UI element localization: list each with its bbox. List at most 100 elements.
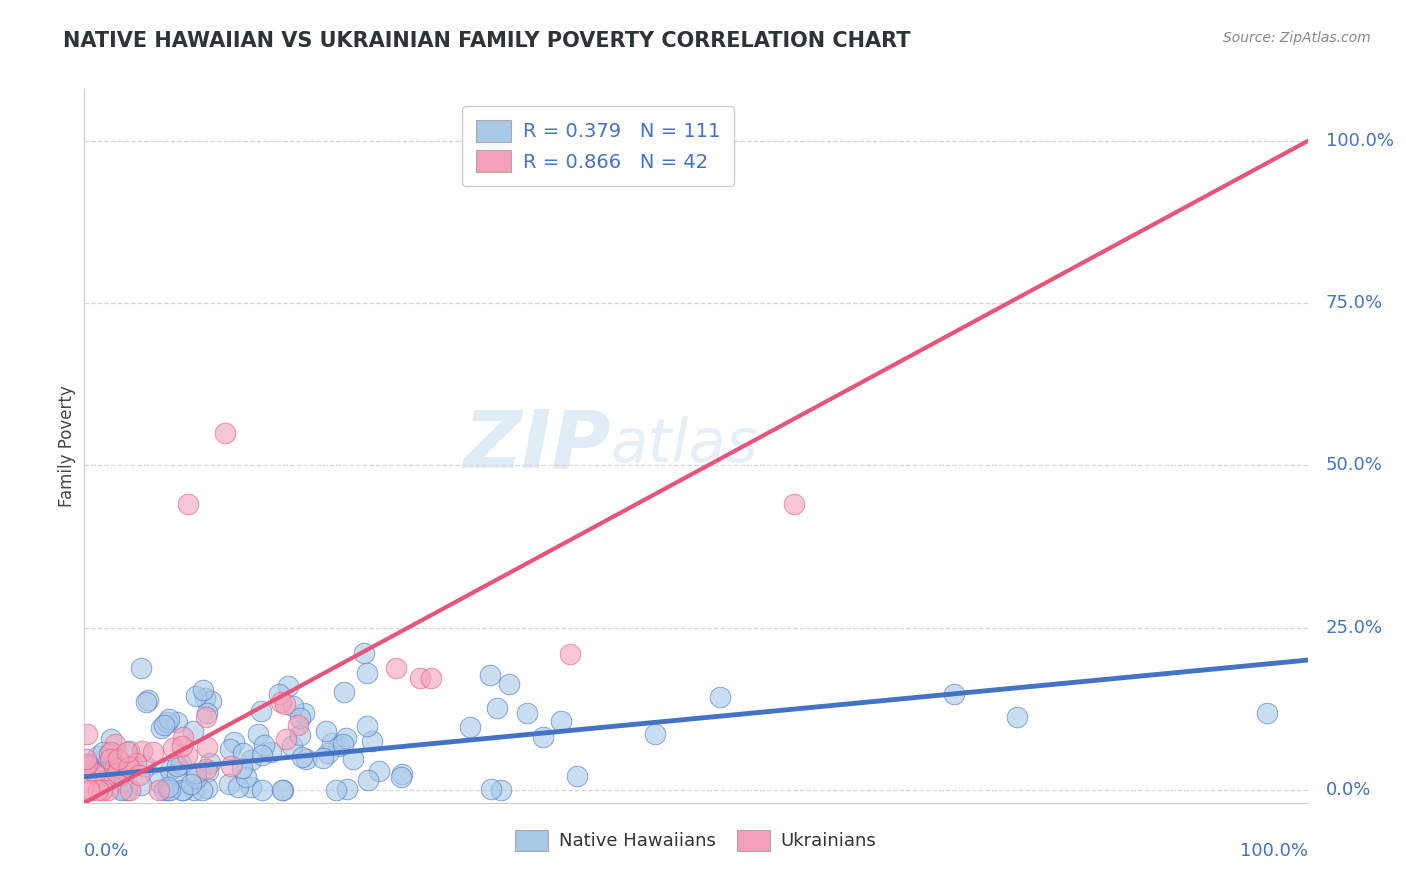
Point <box>118 744 141 758</box>
Legend: Native Hawaiians, Ukrainians: Native Hawaiians, Ukrainians <box>508 822 884 858</box>
Point <box>98 747 121 762</box>
Point <box>193 683 215 698</box>
Point <box>120 782 142 797</box>
Point <box>560 647 582 661</box>
Point <box>328 739 350 753</box>
Point <box>260 745 283 759</box>
Point <box>159 782 181 797</box>
Point <box>76 727 98 741</box>
Point <box>240 753 263 767</box>
Text: 0.0%: 0.0% <box>1326 780 1371 799</box>
Point <box>252 782 274 797</box>
Point <box>186 765 208 780</box>
Point <box>332 738 354 752</box>
Point <box>86 782 108 797</box>
Point <box>129 778 152 792</box>
Point <box>218 777 240 791</box>
Point <box>142 745 165 759</box>
Point <box>277 679 299 693</box>
Point <box>271 782 294 797</box>
Point <box>110 782 132 797</box>
Point <box>1256 706 1278 721</box>
Point <box>360 734 382 748</box>
Point <box>159 763 181 777</box>
Point <box>157 782 180 797</box>
Point <box>77 757 100 772</box>
Point <box>281 739 304 753</box>
Point <box>288 728 311 742</box>
Point <box>458 720 481 734</box>
Point <box>107 752 129 766</box>
Point <box>101 756 124 770</box>
Point <box>342 752 364 766</box>
Text: 75.0%: 75.0% <box>1326 294 1384 312</box>
Point <box>391 767 413 781</box>
Point <box>315 724 337 739</box>
Point <box>125 756 148 771</box>
Point <box>134 759 156 773</box>
Point <box>709 690 731 704</box>
Point <box>246 727 269 741</box>
Point <box>353 646 375 660</box>
Point <box>162 741 184 756</box>
Point <box>389 770 412 784</box>
Point <box>148 782 170 797</box>
Point <box>135 695 157 709</box>
Point <box>117 745 139 759</box>
Text: ZIP: ZIP <box>463 407 610 485</box>
Text: NATIVE HAWAIIAN VS UKRAINIAN FAMILY POVERTY CORRELATION CHART: NATIVE HAWAIIAN VS UKRAINIAN FAMILY POVE… <box>63 31 911 51</box>
Point <box>335 731 357 745</box>
Point <box>224 735 246 749</box>
Point <box>498 676 520 690</box>
Point <box>295 752 318 766</box>
Point <box>181 724 204 739</box>
Point <box>250 704 273 718</box>
Point <box>531 730 554 744</box>
Point <box>149 721 172 735</box>
Point <box>105 766 128 780</box>
Point <box>108 761 131 775</box>
Point <box>271 782 294 797</box>
Point <box>356 718 378 732</box>
Text: Source: ZipAtlas.com: Source: ZipAtlas.com <box>1223 31 1371 45</box>
Point <box>516 706 538 720</box>
Point <box>214 425 236 440</box>
Point <box>94 757 117 772</box>
Point <box>87 749 110 764</box>
Text: atlas: atlas <box>610 417 758 475</box>
Point <box>240 780 263 794</box>
Point <box>77 782 100 797</box>
Point <box>321 736 343 750</box>
Point <box>1007 709 1029 723</box>
Point <box>90 782 112 797</box>
Point <box>270 695 292 709</box>
Point <box>287 717 309 731</box>
Point <box>644 727 666 741</box>
Point <box>118 760 141 774</box>
Point <box>93 745 115 759</box>
Point <box>226 780 249 794</box>
Point <box>198 756 221 771</box>
Point <box>83 764 105 779</box>
Point <box>197 739 219 754</box>
Point <box>186 772 208 786</box>
Text: 50.0%: 50.0% <box>1326 457 1384 475</box>
Point <box>200 694 222 708</box>
Text: 100.0%: 100.0% <box>1326 132 1393 150</box>
Point <box>84 767 107 781</box>
Point <box>100 745 122 759</box>
Point <box>153 782 176 797</box>
Point <box>75 752 97 766</box>
Point <box>170 782 193 797</box>
Point <box>117 759 139 773</box>
Point <box>274 697 297 711</box>
Point <box>80 782 103 797</box>
Point <box>131 661 153 675</box>
Point <box>111 781 134 796</box>
Point <box>194 763 217 777</box>
Point <box>332 685 354 699</box>
Point <box>290 711 312 725</box>
Point <box>184 689 207 703</box>
Text: 100.0%: 100.0% <box>1240 842 1308 860</box>
Point <box>76 756 98 771</box>
